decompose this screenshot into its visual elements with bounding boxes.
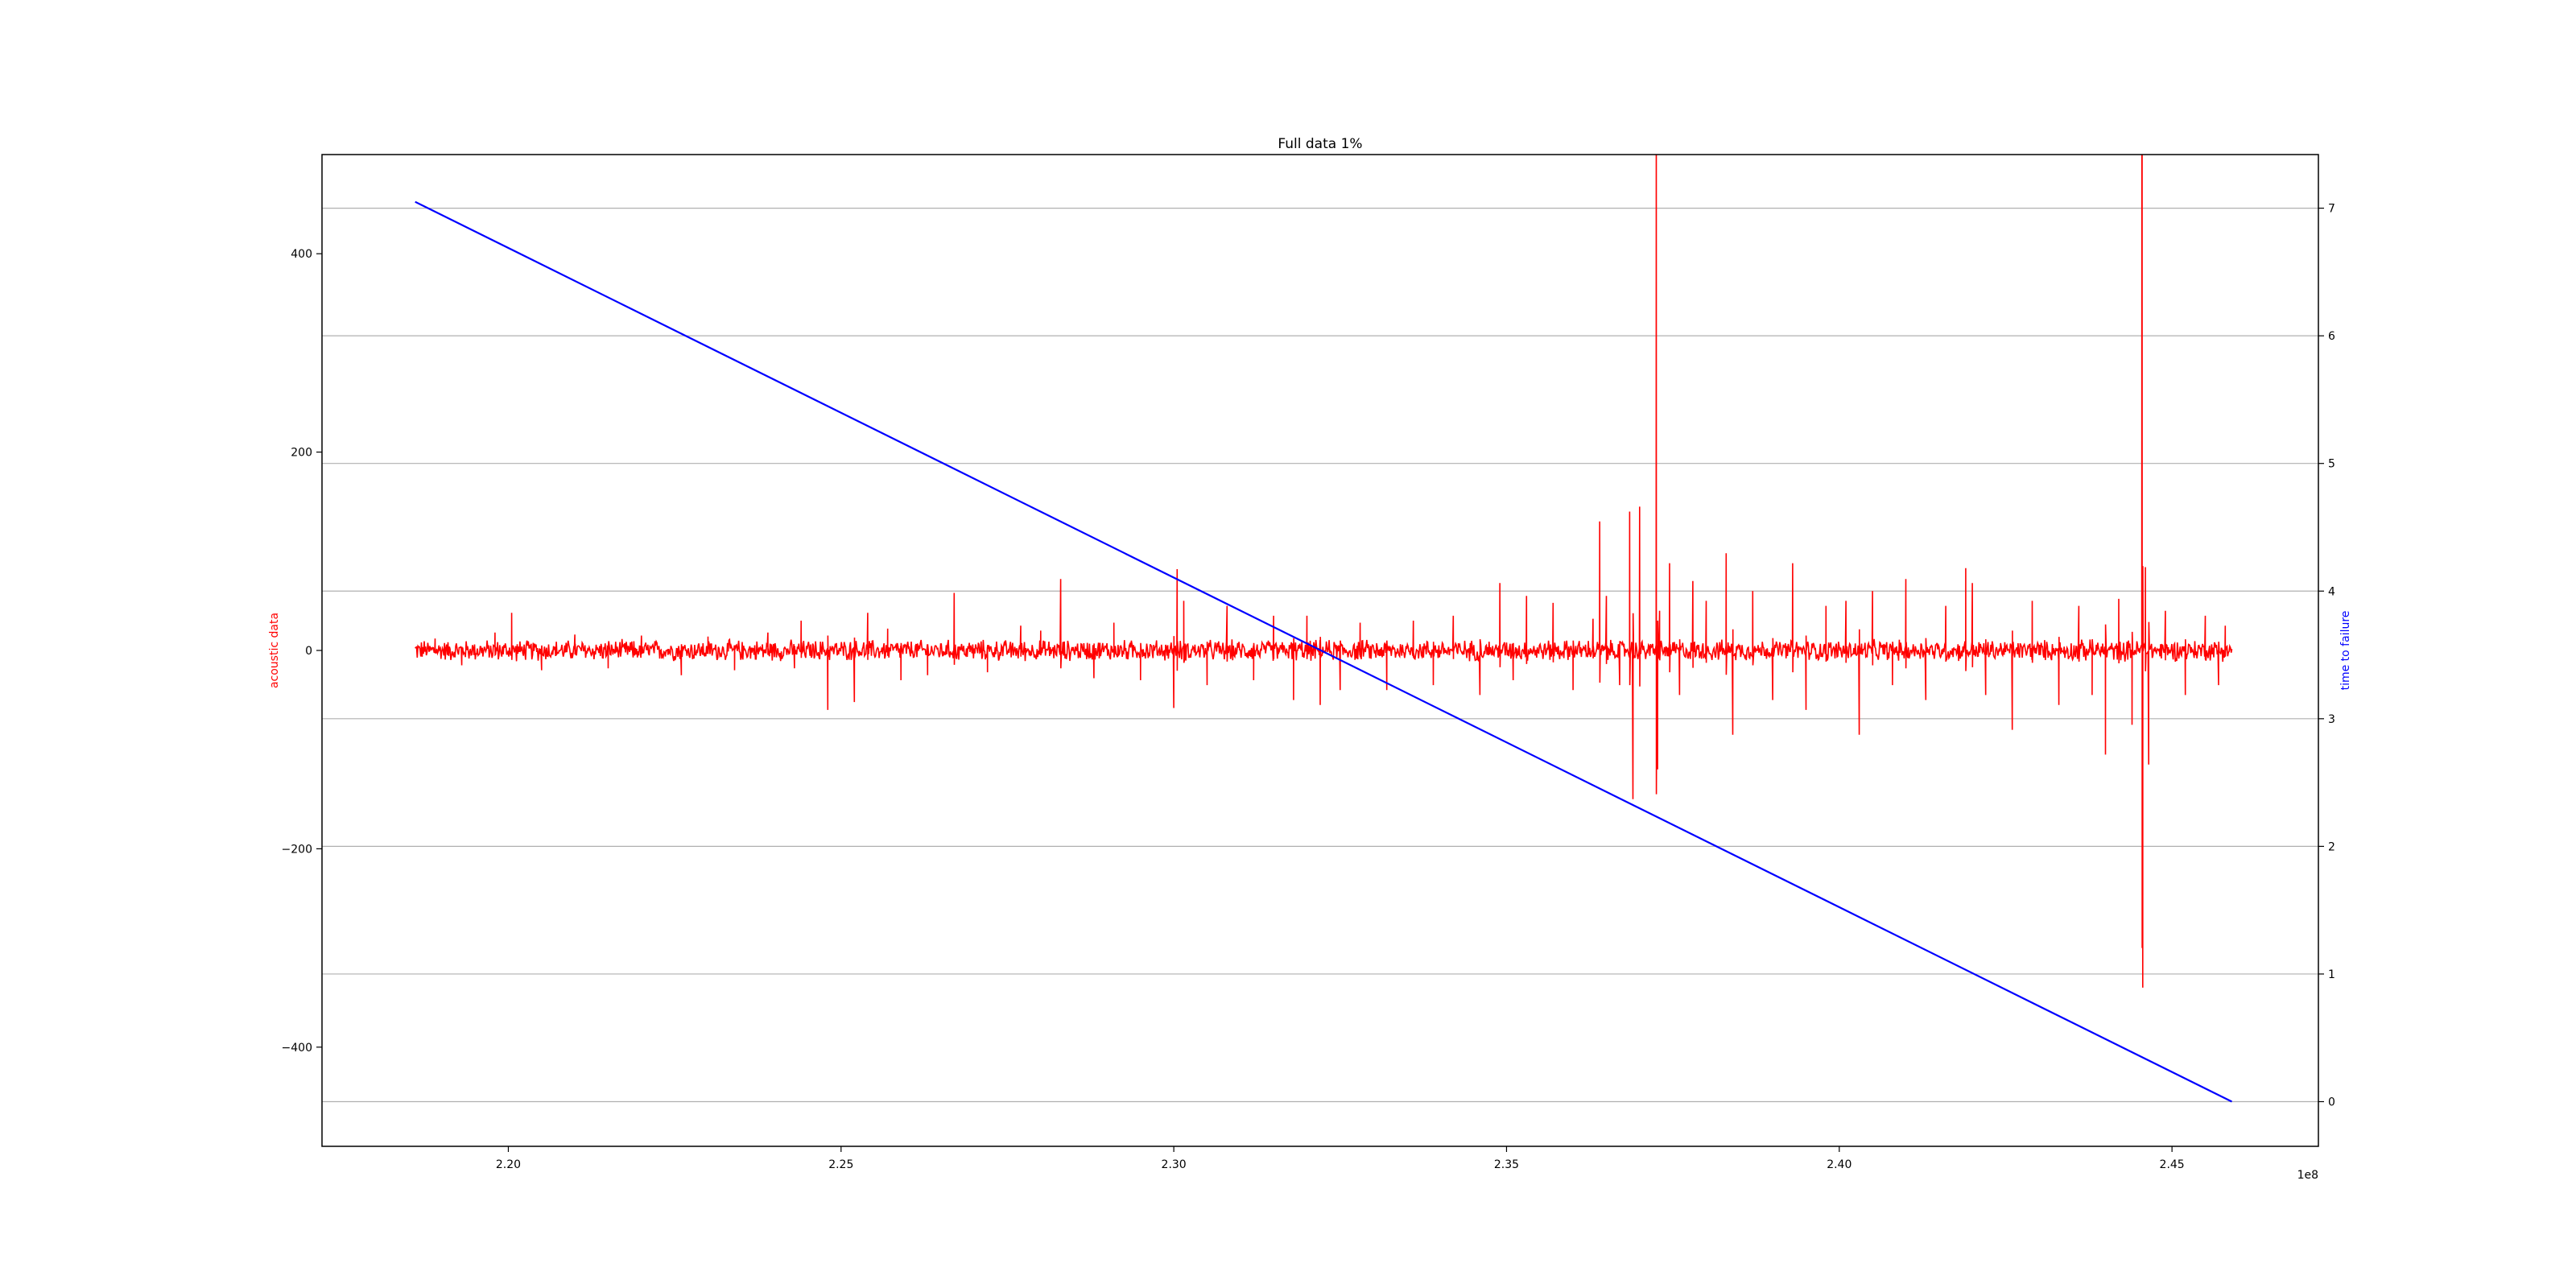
y-axis-label-right: time to failure (2339, 611, 2352, 691)
y-right-tick-label-3: 3 (2328, 713, 2335, 726)
y-right-tick-label-7: 7 (2328, 203, 2335, 216)
x-tick-label-5: 2.45 (2160, 1158, 2185, 1171)
x-tick-label-2: 2.30 (1162, 1158, 1187, 1171)
y-left-tick-label-3: 200 (291, 447, 312, 460)
x-tick-label-0: 2.20 (496, 1158, 521, 1171)
y-left-tick-label-2: 0 (305, 645, 312, 658)
right-axis-grid (322, 207, 2318, 1103)
x-tick-label-4: 2.40 (1827, 1158, 1852, 1171)
plot-area (415, 155, 2233, 1103)
series-time-to-failure (415, 200, 2232, 1103)
y-right-tick-label-6: 6 (2328, 330, 2335, 343)
series-acoustic-data (415, 155, 2233, 988)
y-right-tick-label-4: 4 (2328, 585, 2335, 598)
y-left-tick-label-4: 400 (291, 248, 312, 261)
x-tick-label-1: 2.25 (828, 1158, 853, 1171)
y-right-tick-label-0: 0 (2328, 1096, 2335, 1109)
y-right-tick-label-2: 2 (2328, 840, 2335, 853)
x-axis-offset-label: 1e8 (2297, 1169, 2318, 1182)
x-tick-label-3: 2.35 (1494, 1158, 1519, 1171)
y-left-tick-label-0: −400 (282, 1042, 312, 1055)
chart-title: Full data 1% (1278, 136, 1362, 152)
axis-ticks: 2.20 2.25 2.30 2.35 2.40 2.45 −400 −200 0 200 400 0… (282, 203, 2335, 1171)
y-right-tick-label-5: 5 (2328, 458, 2335, 471)
y-right-tick-label-1: 1 (2328, 968, 2335, 981)
y-left-tick-label-1: −200 (282, 843, 312, 856)
y-axis-label-left: acoustic data (268, 613, 281, 688)
